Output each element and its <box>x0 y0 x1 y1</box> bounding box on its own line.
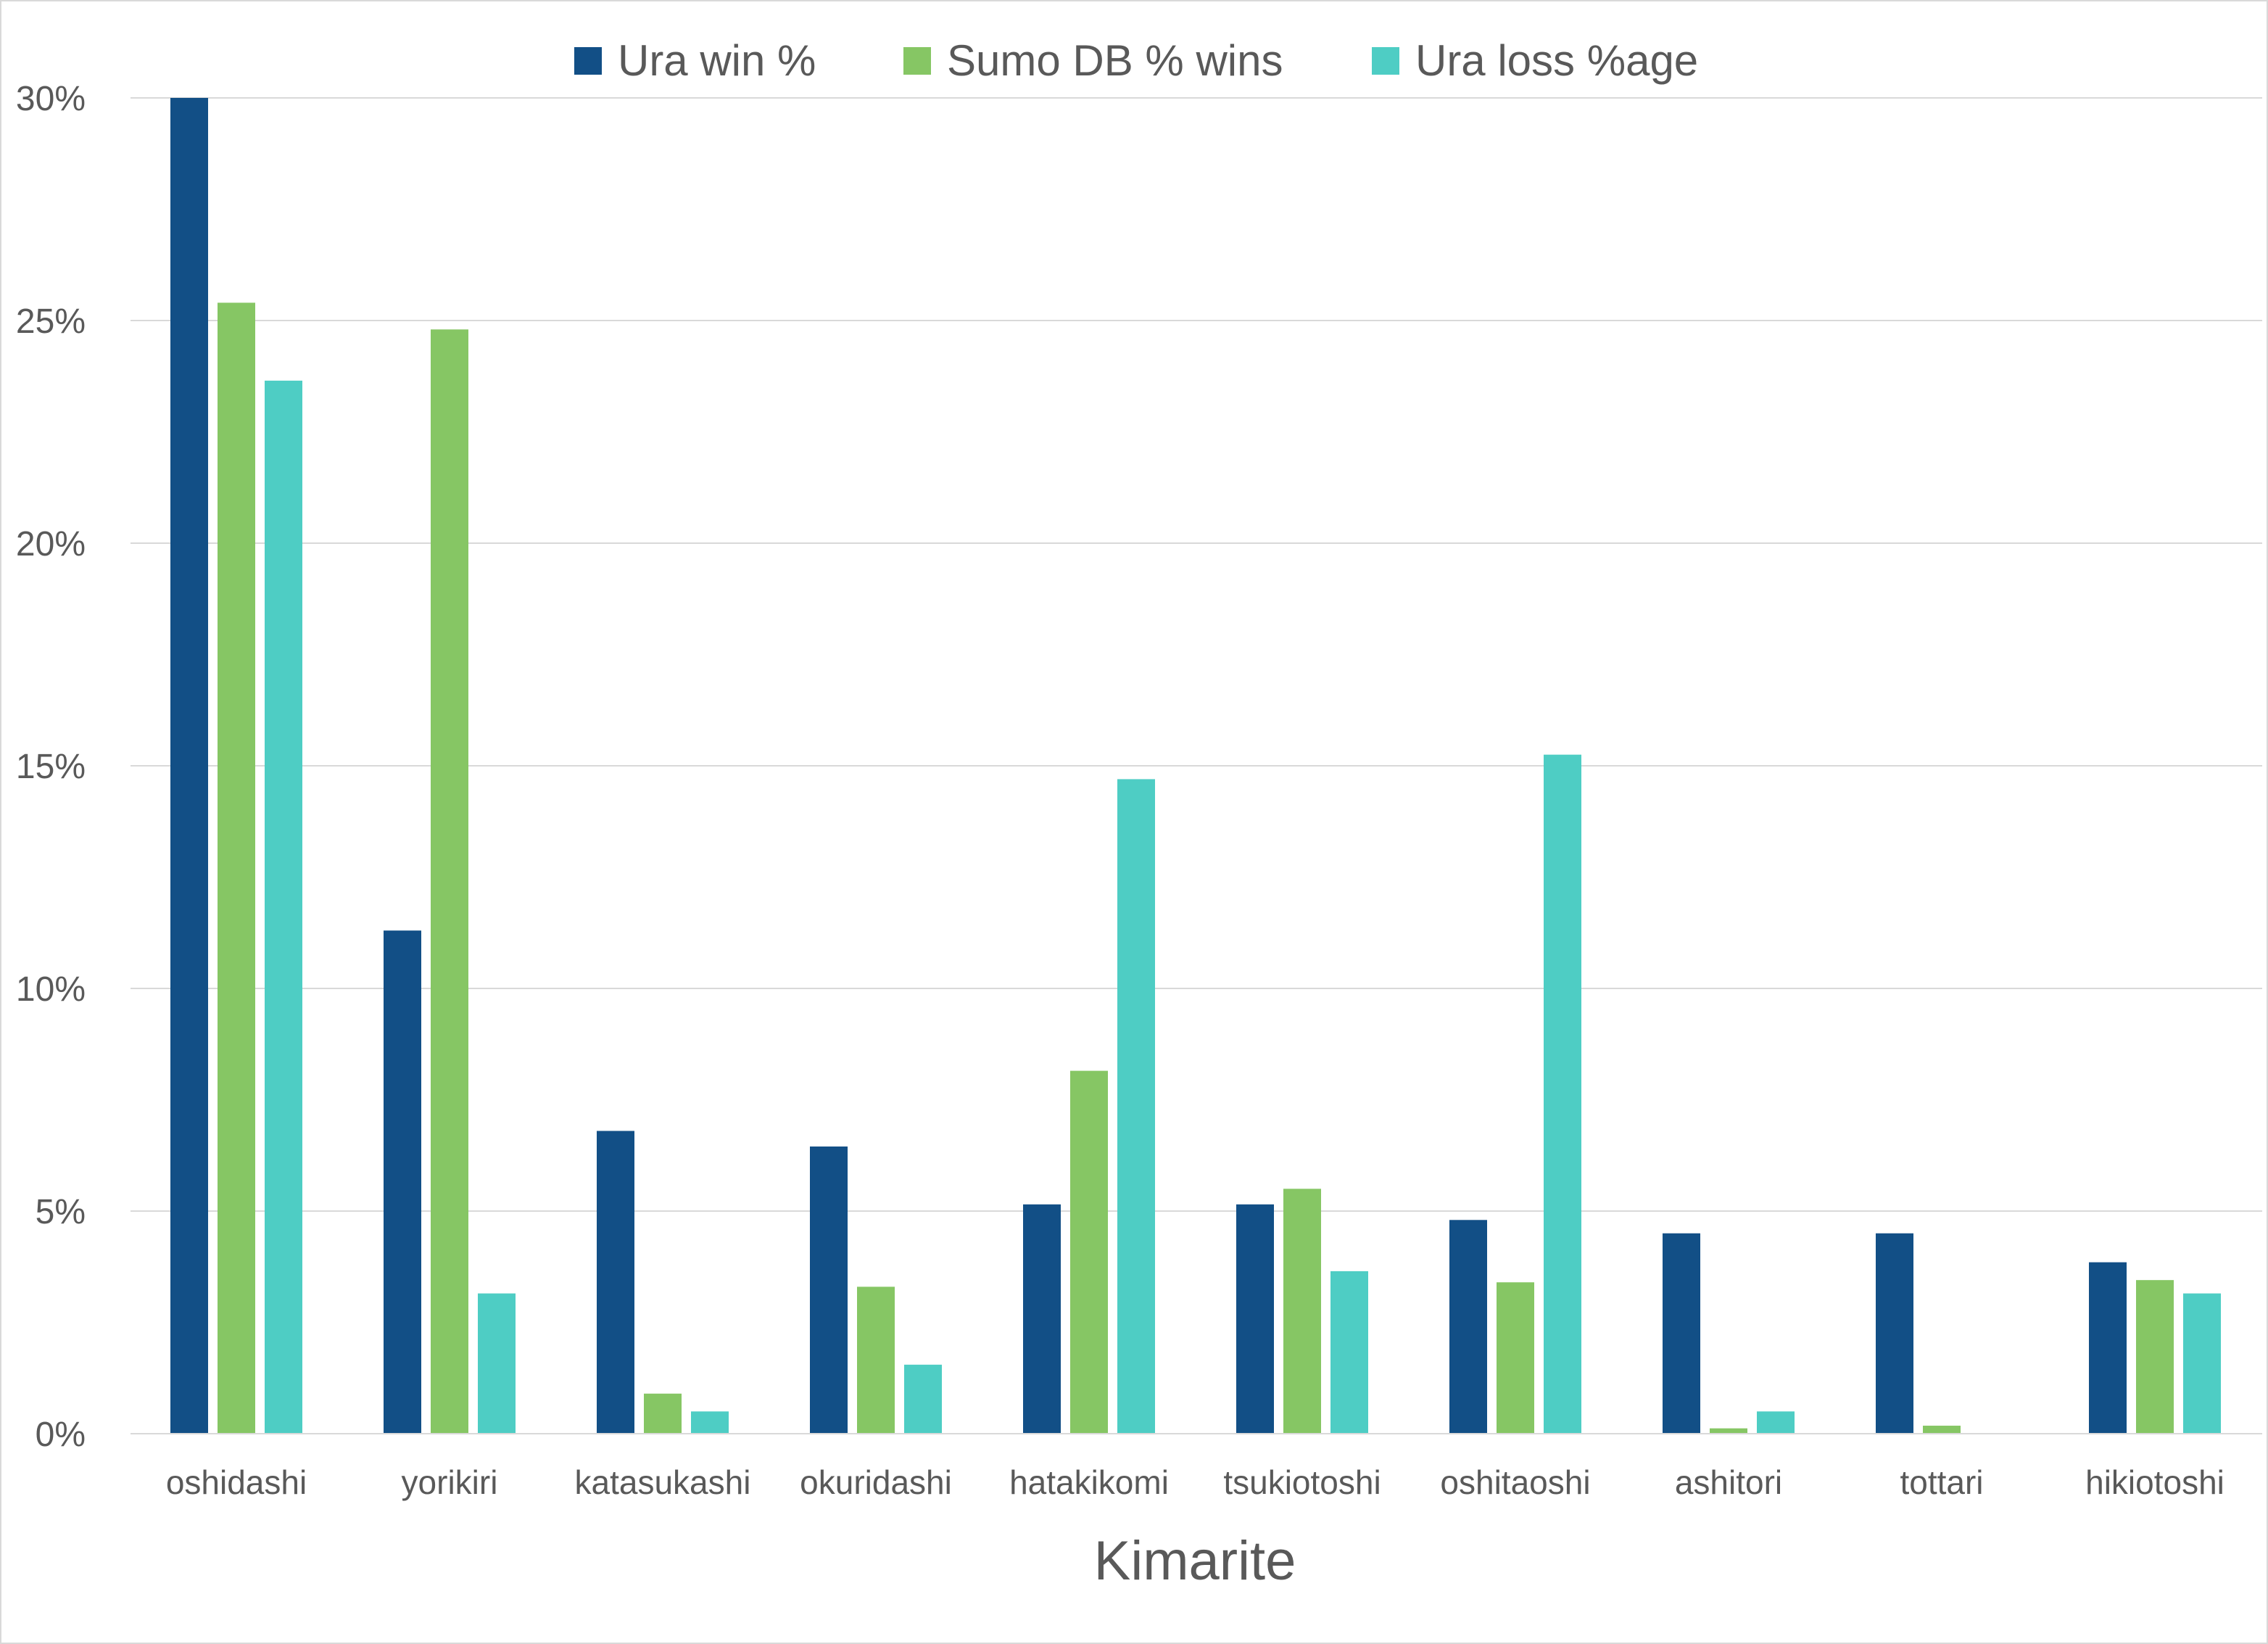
bar-oshidashi-1 <box>218 302 255 1434</box>
x-tick-label: okuridashi <box>800 1463 952 1501</box>
bars <box>170 98 2221 1434</box>
y-tick-label: 20% <box>16 525 86 563</box>
bar-oshitaoshi-1 <box>1497 1282 1534 1434</box>
legend-swatch <box>574 47 602 75</box>
legend-label: Ura loss %age <box>1415 36 1698 85</box>
x-tick-label: yorikiri <box>402 1463 498 1501</box>
bar-hikiotoshi-2 <box>2183 1293 2221 1434</box>
x-tick-label: ashitori <box>1675 1463 1782 1501</box>
legend-swatch <box>903 47 931 75</box>
bar-okuridashi-1 <box>857 1286 895 1434</box>
bar-oshidashi-0 <box>170 98 208 1434</box>
bar-hatakikomi-0 <box>1023 1204 1061 1434</box>
legend[interactable]: Ura win % Sumo DB % wins Ura loss %age <box>574 36 1698 85</box>
x-tick-label: hatakikomi <box>1009 1463 1169 1501</box>
x-tick-label: oshidashi <box>166 1463 307 1501</box>
bar-hikiotoshi-1 <box>2136 1280 2174 1434</box>
x-tick-label: tsukiotoshi <box>1223 1463 1381 1501</box>
y-tick-label: 30% <box>16 80 86 118</box>
legend-item[interactable]: Ura loss %age <box>1372 36 1698 85</box>
legend-item[interactable]: Ura win % <box>574 36 816 85</box>
x-tick-label: hikiotoshi <box>2085 1463 2224 1501</box>
x-tick-label: tottari <box>1900 1463 1983 1501</box>
bar-tottari-1 <box>1923 1425 1961 1434</box>
bar-tsukiotoshi-2 <box>1330 1271 1368 1434</box>
bar-okuridashi-2 <box>904 1364 942 1434</box>
bar-tsukiotoshi-1 <box>1283 1189 1321 1434</box>
legend-label: Sumo DB % wins <box>947 36 1283 85</box>
bar-yorikiri-1 <box>431 329 468 1434</box>
gridlines <box>131 97 2262 1212</box>
legend-swatch <box>1372 47 1399 75</box>
x-axis-categories: oshidashi yorikiri katasukashi okuridashi ha… <box>166 1463 2224 1501</box>
bar-hatakikomi-2 <box>1117 779 1155 1434</box>
bar-hatakikomi-1 <box>1070 1070 1108 1434</box>
bar-oshitaoshi-2 <box>1544 754 1581 1434</box>
y-axis-ticks: 0% 5% 10% 15% 20% 25% 30% <box>16 80 86 1454</box>
y-tick-label: 25% <box>16 302 86 341</box>
bar-katasukashi-1 <box>644 1393 682 1434</box>
bar-yorikiri-0 <box>384 930 421 1434</box>
y-tick-label: 15% <box>16 748 86 786</box>
x-tick-label: katasukashi <box>575 1463 751 1501</box>
bar-okuridashi-0 <box>810 1146 848 1434</box>
x-tick-label: oshitaoshi <box>1440 1463 1590 1501</box>
bar-ashitori-0 <box>1663 1233 1700 1434</box>
bar-tsukiotoshi-0 <box>1236 1204 1274 1434</box>
y-tick-label: 0% <box>36 1416 86 1454</box>
bar-katasukashi-0 <box>597 1131 634 1434</box>
bar-oshidashi-2 <box>265 380 302 1434</box>
legend-label: Ura win % <box>618 36 816 85</box>
bar-katasukashi-2 <box>691 1411 729 1434</box>
y-tick-label: 10% <box>16 970 86 1009</box>
bar-tottari-0 <box>1876 1233 1913 1434</box>
legend-item[interactable]: Sumo DB % wins <box>903 36 1283 85</box>
bar-hikiotoshi-0 <box>2089 1262 2127 1434</box>
bar-ashitori-1 <box>1710 1428 1747 1434</box>
x-axis-title: Kimarite <box>1094 1530 1296 1592</box>
bar-oshitaoshi-0 <box>1449 1220 1487 1434</box>
bar-ashitori-2 <box>1757 1411 1795 1434</box>
y-tick-label: 5% <box>36 1193 86 1231</box>
bar-yorikiri-2 <box>478 1293 516 1434</box>
